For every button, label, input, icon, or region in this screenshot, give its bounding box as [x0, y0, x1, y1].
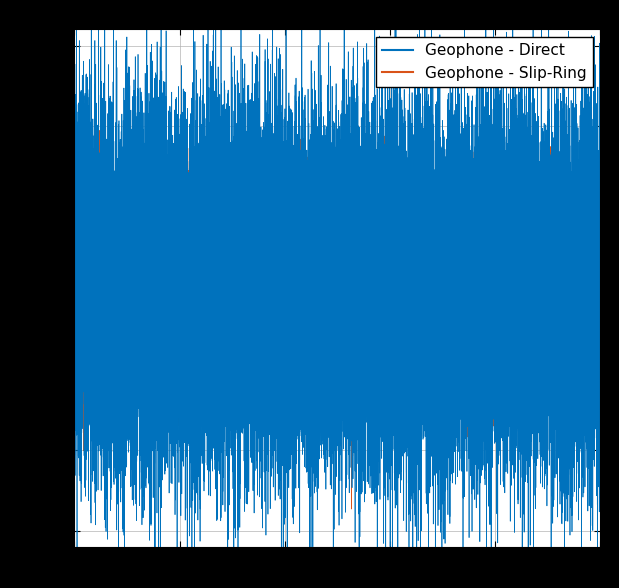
Geophone - Direct — [272, 285, 280, 292]
Line: Geophone - Direct: Geophone - Direct — [74, 0, 600, 588]
Geophone - Slip-Ring — [387, 358, 395, 365]
Geophone - Direct — [356, 291, 363, 298]
Legend: Geophone - Direct, Geophone - Slip-Ring: Geophone - Direct, Geophone - Slip-Ring — [376, 37, 593, 87]
Line: Geophone - Slip-Ring: Geophone - Slip-Ring — [74, 125, 600, 509]
Geophone - Slip-Ring — [71, 276, 78, 283]
Geophone - Direct — [71, 228, 78, 235]
Geophone - Direct — [197, 368, 204, 375]
Geophone - Direct — [597, 154, 604, 161]
Geophone - Slip-Ring — [356, 231, 363, 238]
Geophone - Slip-Ring — [272, 239, 280, 246]
Geophone - Slip-Ring — [197, 265, 204, 272]
Geophone - Slip-Ring — [461, 283, 469, 290]
Geophone - Direct — [387, 347, 395, 354]
Geophone - Slip-Ring — [106, 250, 114, 257]
Geophone - Slip-Ring — [348, 506, 355, 513]
Geophone - Slip-Ring — [597, 295, 604, 302]
Geophone - Direct — [461, 269, 469, 276]
Geophone - Slip-Ring — [80, 121, 88, 128]
Geophone - Direct — [106, 288, 114, 295]
